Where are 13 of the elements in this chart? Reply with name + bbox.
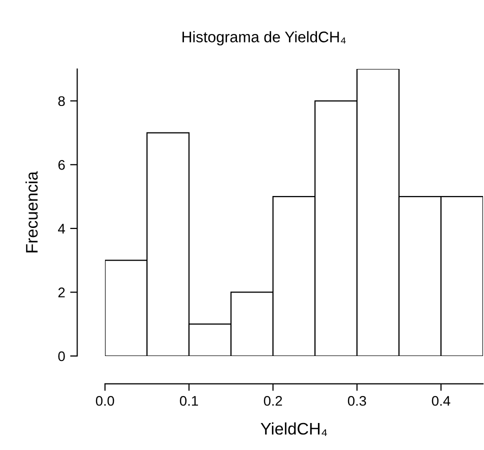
y-tick-label: 0 — [58, 351, 65, 362]
y-tick-label: 4 — [58, 224, 66, 234]
x-axis-title: YieldCH₄ — [260, 422, 328, 436]
x-tick-label: 0.2 — [264, 396, 282, 406]
x-tick-label: 0.4 — [432, 396, 450, 406]
x-tick-label: 0.3 — [348, 396, 366, 406]
x-tick-label: 0.0 — [96, 396, 114, 406]
y-tick-label: 2 — [58, 288, 65, 298]
y-axis-title: Frecuencia — [25, 171, 38, 252]
x-tick-label: 0.1 — [180, 396, 198, 406]
y-tick-label: 6 — [58, 160, 65, 170]
y-tick-label: 8 — [58, 96, 65, 106]
chart-title: Histograma de YieldCH₄ — [182, 31, 346, 46]
